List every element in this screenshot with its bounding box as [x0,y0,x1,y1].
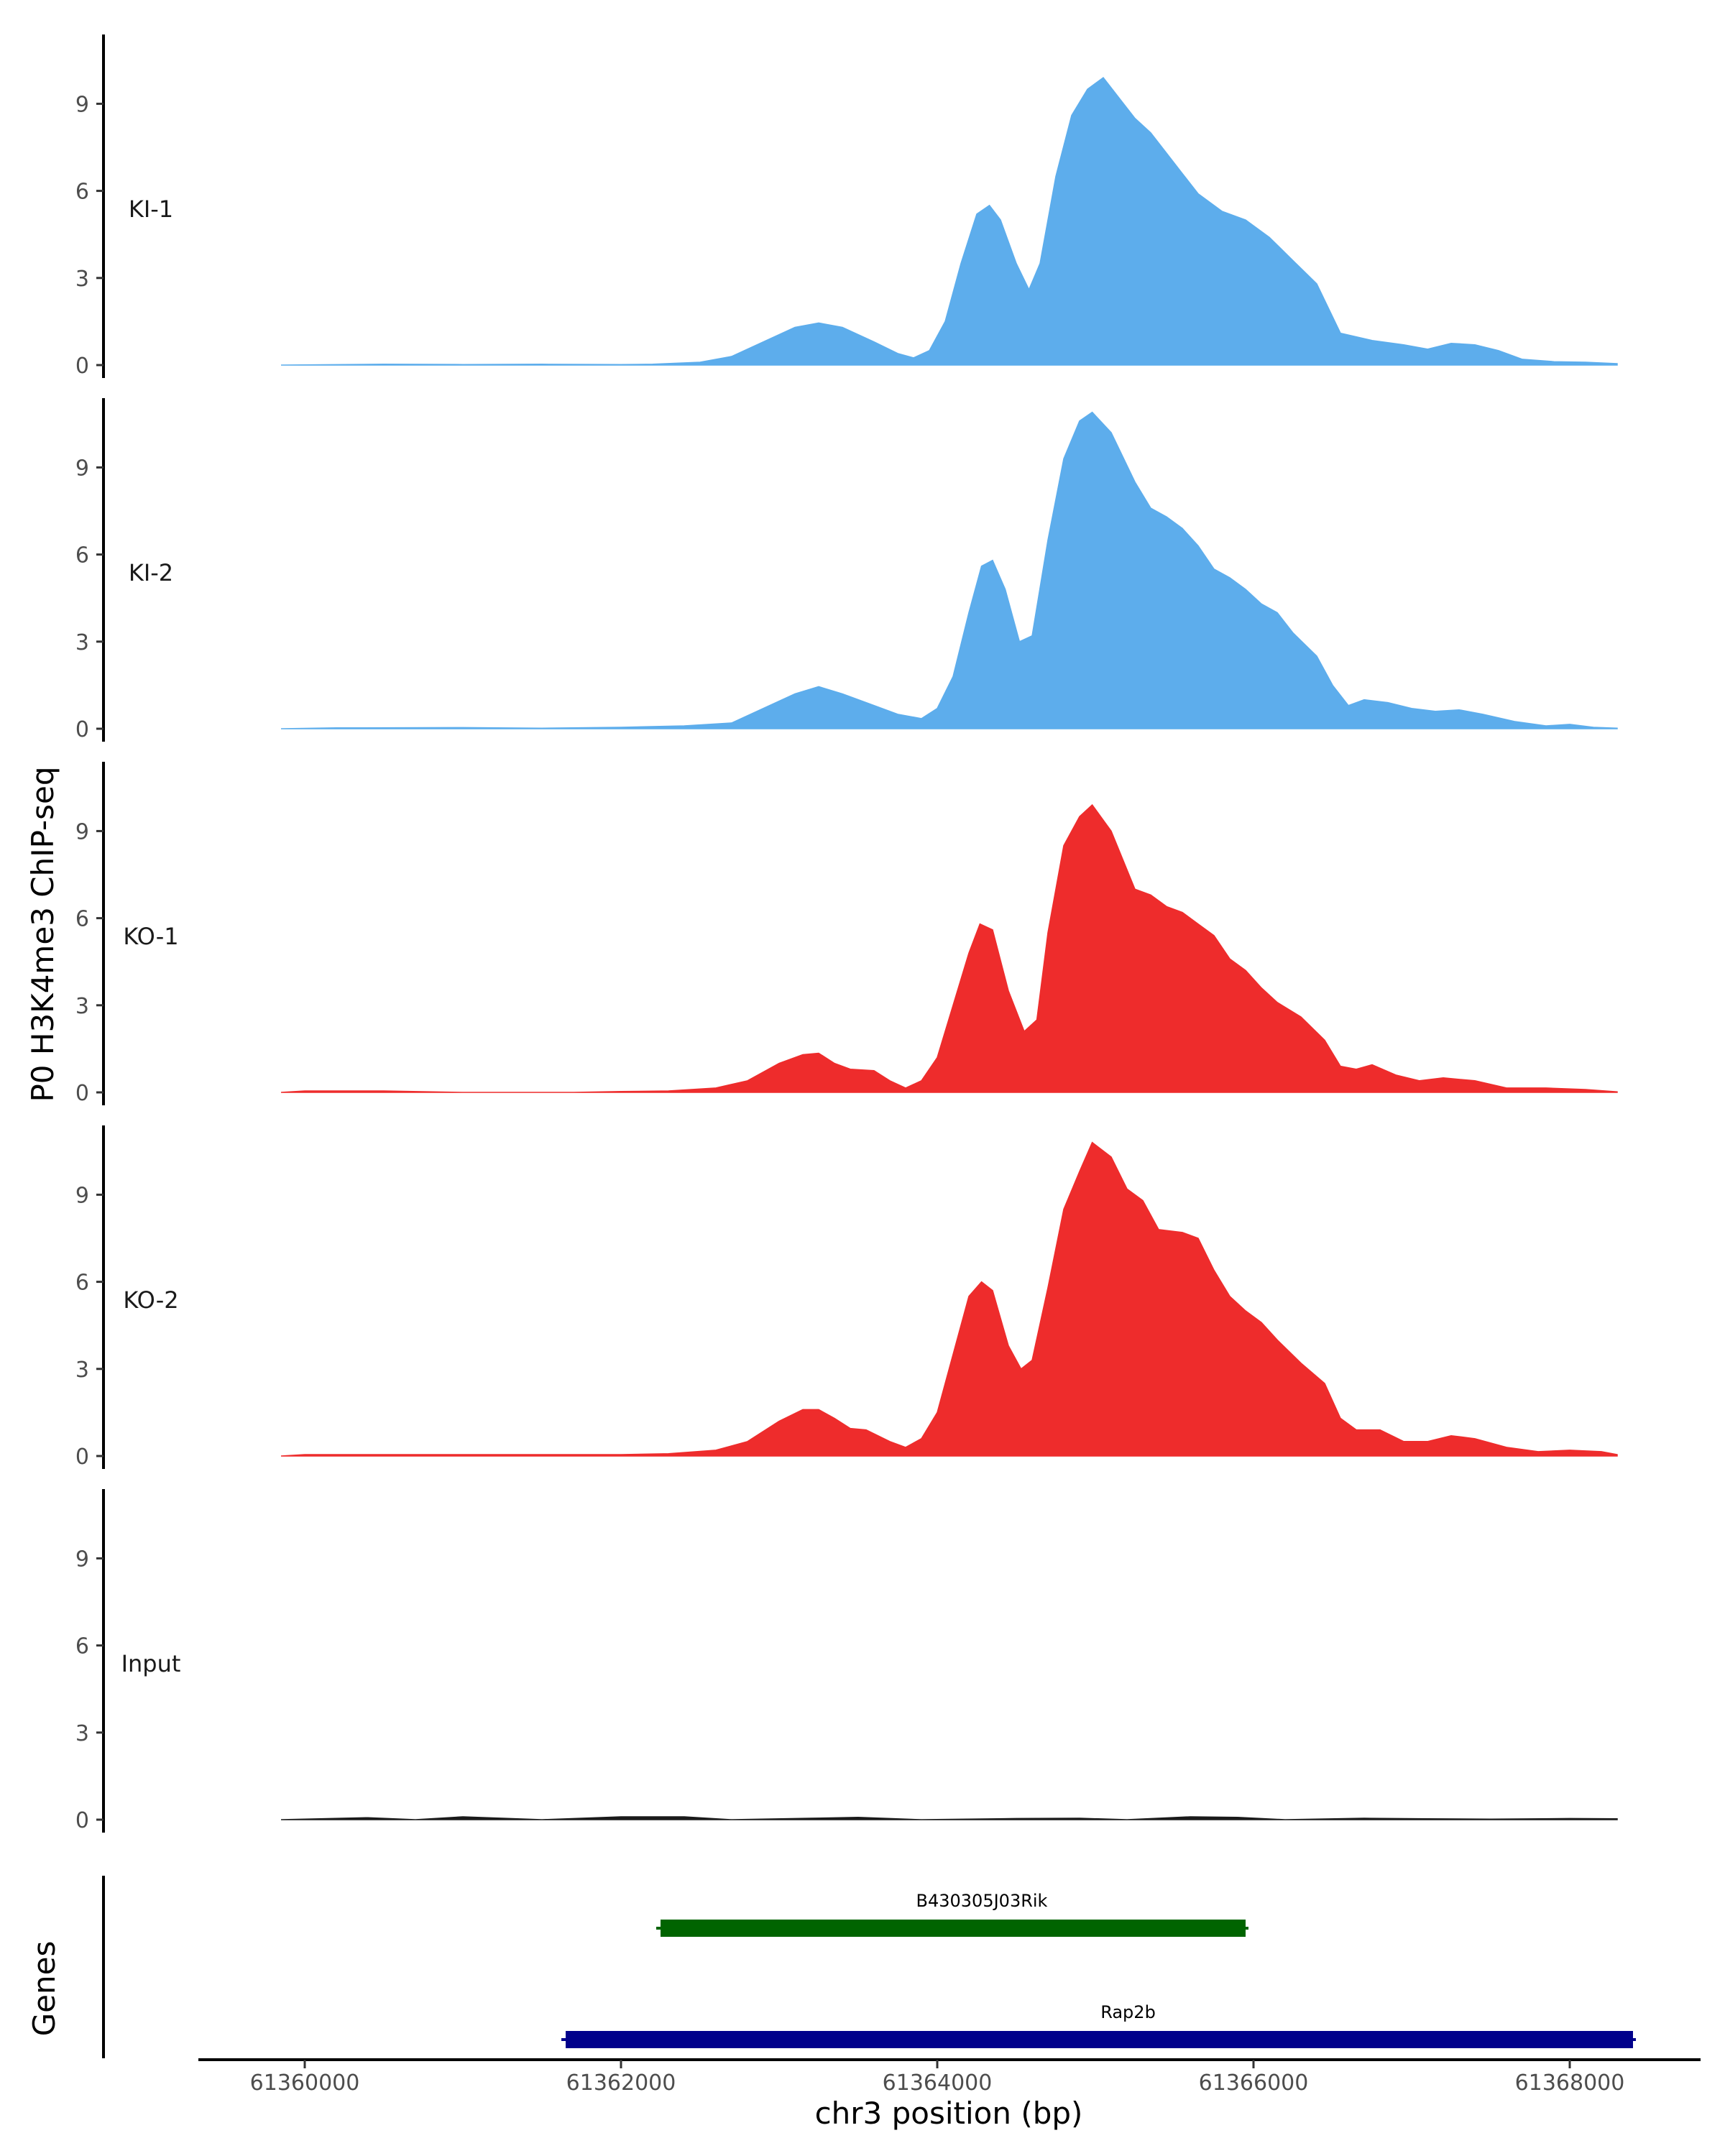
y-tick-label: 3 [75,630,89,655]
y-tick-label: 0 [75,1808,89,1833]
track-ki-1: 0 3 6 9 KI-1 [75,34,1618,379]
x-tick-label: 61360000 [250,2070,360,2096]
track-ko-2: 0 3 6 9 KO-2 [75,1125,1618,1470]
y-tick-label: 9 [75,819,89,844]
y-tick-label: 0 [75,354,89,379]
track-label: Input [121,1650,181,1677]
y-tick-label: 3 [75,267,89,292]
y-tick-label: 6 [75,1634,89,1659]
y-tick-label: 9 [75,92,89,117]
coverage-area-input [280,1816,1618,1820]
track-ki-2: 0 3 6 9 KI-2 [75,398,1618,742]
y-tick-label: 3 [75,1721,89,1746]
y-tick-label: 3 [75,994,89,1019]
x-tick-label: 61368000 [1515,2070,1625,2096]
y-tick-label: 9 [75,456,89,481]
y-tick-label: 3 [75,1358,89,1383]
coverage-area-ki-1 [280,76,1618,366]
track-label: KI-2 [129,559,173,586]
genes-track-title: Genes [27,1941,62,2037]
gene-label: B430305J03Rik [916,1891,1048,1911]
x-axis-title: chr3 position (bp) [815,2096,1083,2131]
coverage-area-ko-2 [280,1141,1618,1457]
track-label: KO-2 [123,1286,178,1314]
gene-label: Rap2b [1100,2002,1156,2022]
y-tick-label: 6 [75,907,89,932]
x-axis: 61360000 61362000 61364000 61366000 61368000 [198,2058,1701,2096]
track-input: 0 3 6 9 Input [75,1489,1618,1833]
y-axis-title: P0 H3K4me3 ChIP-seq [25,766,60,1102]
track-label: KI-1 [129,195,173,223]
y-tick-label: 9 [75,1547,89,1572]
y-tick-label: 0 [75,1081,89,1106]
x-tick-label: 61362000 [566,2070,676,2096]
x-tick-label: 61364000 [883,2070,993,2096]
x-tick-label: 61366000 [1199,2070,1309,2096]
track-label: KO-1 [123,923,178,950]
gene-annotation-track: B430305J03Rik Rap2b [102,1876,1636,2058]
coverage-tracks: 0 3 6 9 KI-1 0 3 6 9 KI-2 0 3 6 9 KO-1 0 3 6 9 KO-2 0 3 6 9 Inpu… [75,34,1618,1833]
coverage-area-ki-2 [280,411,1618,729]
y-tick-label: 6 [75,1271,89,1296]
y-tick-label: 9 [75,1183,89,1208]
coverage-area-ko-1 [280,803,1618,1093]
y-tick-label: 0 [75,717,89,742]
gene-rap2b: Rap2b [561,2002,1636,2048]
y-tick-label: 6 [75,543,89,568]
track-ko-1: 0 3 6 9 KO-1 [75,762,1618,1106]
y-tick-label: 6 [75,180,89,205]
gene-b430305j03rik: B430305J03Rik [656,1891,1248,1937]
y-tick-label: 0 [75,1445,89,1470]
